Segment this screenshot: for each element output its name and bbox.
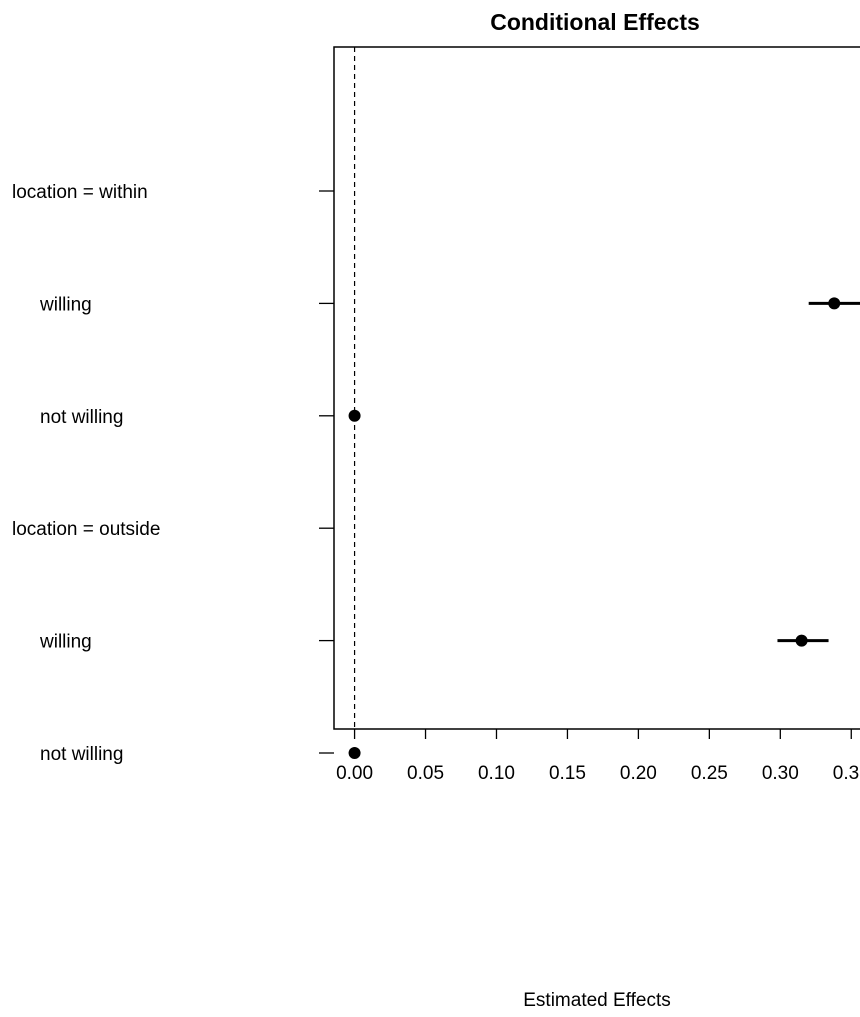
estimate-marks xyxy=(348,297,860,759)
group-heading-label: location = within xyxy=(12,182,148,203)
x-tick-label: 0.15 xyxy=(549,763,586,784)
chart-title: Conditional Effects xyxy=(490,9,700,35)
x-tick-label: 0.00 xyxy=(336,763,373,784)
x-tick-label: 0.35 xyxy=(833,763,860,784)
row-label: willing xyxy=(39,294,92,315)
x-tick-label: 0.05 xyxy=(407,763,444,784)
row-label: not willing xyxy=(40,407,123,428)
x-tick-label: 0.20 xyxy=(620,763,657,784)
point-estimate xyxy=(348,747,361,759)
x-axis-label: Estimated Effects xyxy=(523,990,671,1011)
x-tick-label: 0.10 xyxy=(478,763,515,784)
row-label: willing xyxy=(39,632,92,653)
x-tick-label: 0.30 xyxy=(762,763,799,784)
plot-frame xyxy=(333,46,860,730)
group-heading-label: location = outside xyxy=(12,519,160,540)
row-label: not willing xyxy=(40,744,123,765)
y-axis: location = within willing not willing locat… xyxy=(12,182,334,765)
point-estimate xyxy=(828,297,841,310)
point-estimate xyxy=(795,634,808,647)
point-estimate xyxy=(348,409,361,422)
x-tick-label: 0.25 xyxy=(691,763,728,784)
x-axis: 0.00 0.05 0.10 0.15 0.20 0.25 0.30 0.35 xyxy=(336,729,860,784)
